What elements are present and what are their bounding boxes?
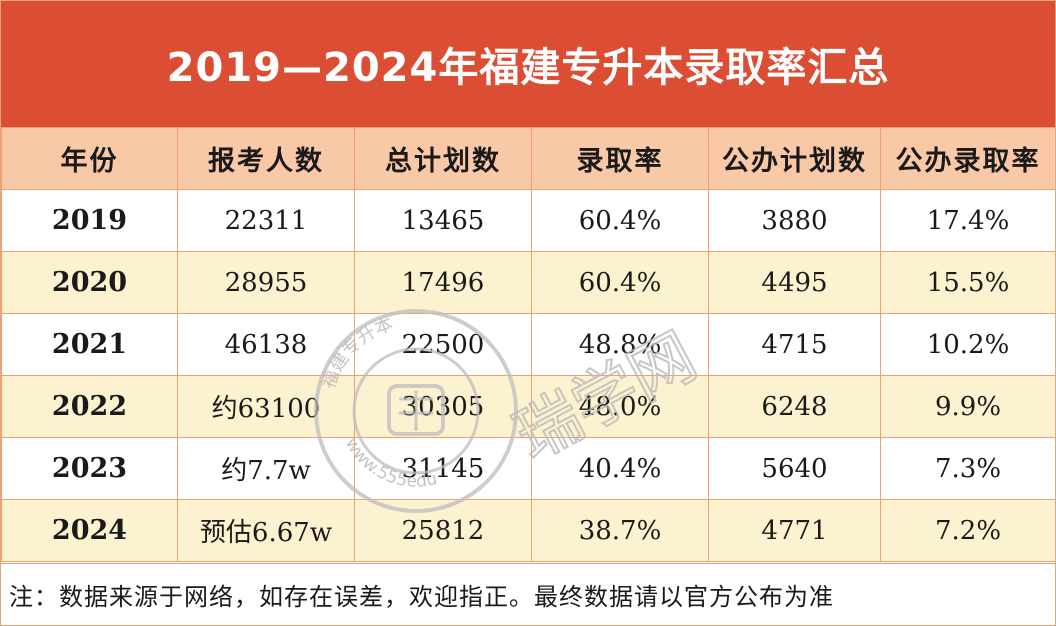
cell-total-plan: 17496	[354, 251, 532, 314]
cell-admission-rate: 48.8%	[531, 313, 709, 376]
table-header-row: 年份 报考人数 总计划数 录取率 公办计划数 公办录取率	[1, 127, 1055, 190]
table-row: 2020 28955 17496 60.4% 4495 15.5%	[1, 251, 1055, 314]
table-row: 2023 约7.7w 31145 40.4% 5640 7.3%	[1, 437, 1055, 500]
cell-applicants: 46138	[177, 313, 355, 376]
header-admission-rate: 录取率	[531, 127, 709, 190]
cell-year: 2021	[1, 313, 178, 376]
cell-admission-rate: 60.4%	[531, 251, 709, 314]
cell-applicants: 约63100	[177, 375, 355, 438]
cell-public-plan: 6248	[708, 375, 881, 438]
cell-public-plan: 3880	[708, 189, 881, 252]
cell-total-plan: 25812	[354, 499, 532, 562]
cell-year: 2020	[1, 251, 178, 314]
header-public-rate: 公办录取率	[880, 127, 1055, 190]
table-row: 2022 约63100 30305 48.0% 6248 9.9%	[1, 375, 1055, 438]
cell-public-plan: 4771	[708, 499, 881, 562]
cell-year: 2022	[1, 375, 178, 438]
table-row: 2024 预估6.67w 25812 38.7% 4771 7.2%	[1, 499, 1055, 562]
header-public-plan: 公办计划数	[708, 127, 881, 190]
header-year: 年份	[1, 127, 178, 190]
footnote: 注：数据来源于网络，如存在误差，欢迎指正。最终数据请以官方公布为准	[1, 563, 1055, 625]
cell-public-rate: 10.2%	[880, 313, 1055, 376]
cell-total-plan: 31145	[354, 437, 532, 500]
cell-public-plan: 4495	[708, 251, 881, 314]
cell-admission-rate: 48.0%	[531, 375, 709, 438]
cell-year: 2023	[1, 437, 178, 500]
cell-public-rate: 9.9%	[880, 375, 1055, 438]
page-title: 2019—2024年福建专升本录取率汇总	[166, 45, 890, 91]
header-applicants: 报考人数	[177, 127, 355, 190]
cell-applicants: 22311	[177, 189, 355, 252]
cell-year: 2019	[1, 189, 178, 252]
cell-admission-rate: 40.4%	[531, 437, 709, 500]
table-row: 2019 22311 13465 60.4% 3880 17.4%	[1, 189, 1055, 252]
cell-public-rate: 15.5%	[880, 251, 1055, 314]
cell-applicants: 预估6.67w	[177, 499, 355, 562]
cell-public-rate: 17.4%	[880, 189, 1055, 252]
cell-total-plan: 22500	[354, 313, 532, 376]
cell-public-rate: 7.3%	[880, 437, 1055, 500]
cell-applicants: 约7.7w	[177, 437, 355, 500]
cell-admission-rate: 60.4%	[531, 189, 709, 252]
header-total-plan: 总计划数	[354, 127, 532, 190]
cell-total-plan: 13465	[354, 189, 532, 252]
cell-public-rate: 7.2%	[880, 499, 1055, 562]
cell-public-plan: 4715	[708, 313, 881, 376]
cell-total-plan: 30305	[354, 375, 532, 438]
admission-rate-table: 年份 报考人数 总计划数 录取率 公办计划数 公办录取率 2019 22311 …	[1, 127, 1055, 562]
table-row: 2021 46138 22500 48.8% 4715 10.2%	[1, 313, 1055, 376]
cell-year: 2024	[1, 499, 178, 562]
title-bar: 2019—2024年福建专升本录取率汇总	[1, 1, 1055, 127]
cell-admission-rate: 38.7%	[531, 499, 709, 562]
cell-applicants: 28955	[177, 251, 355, 314]
cell-public-plan: 5640	[708, 437, 881, 500]
